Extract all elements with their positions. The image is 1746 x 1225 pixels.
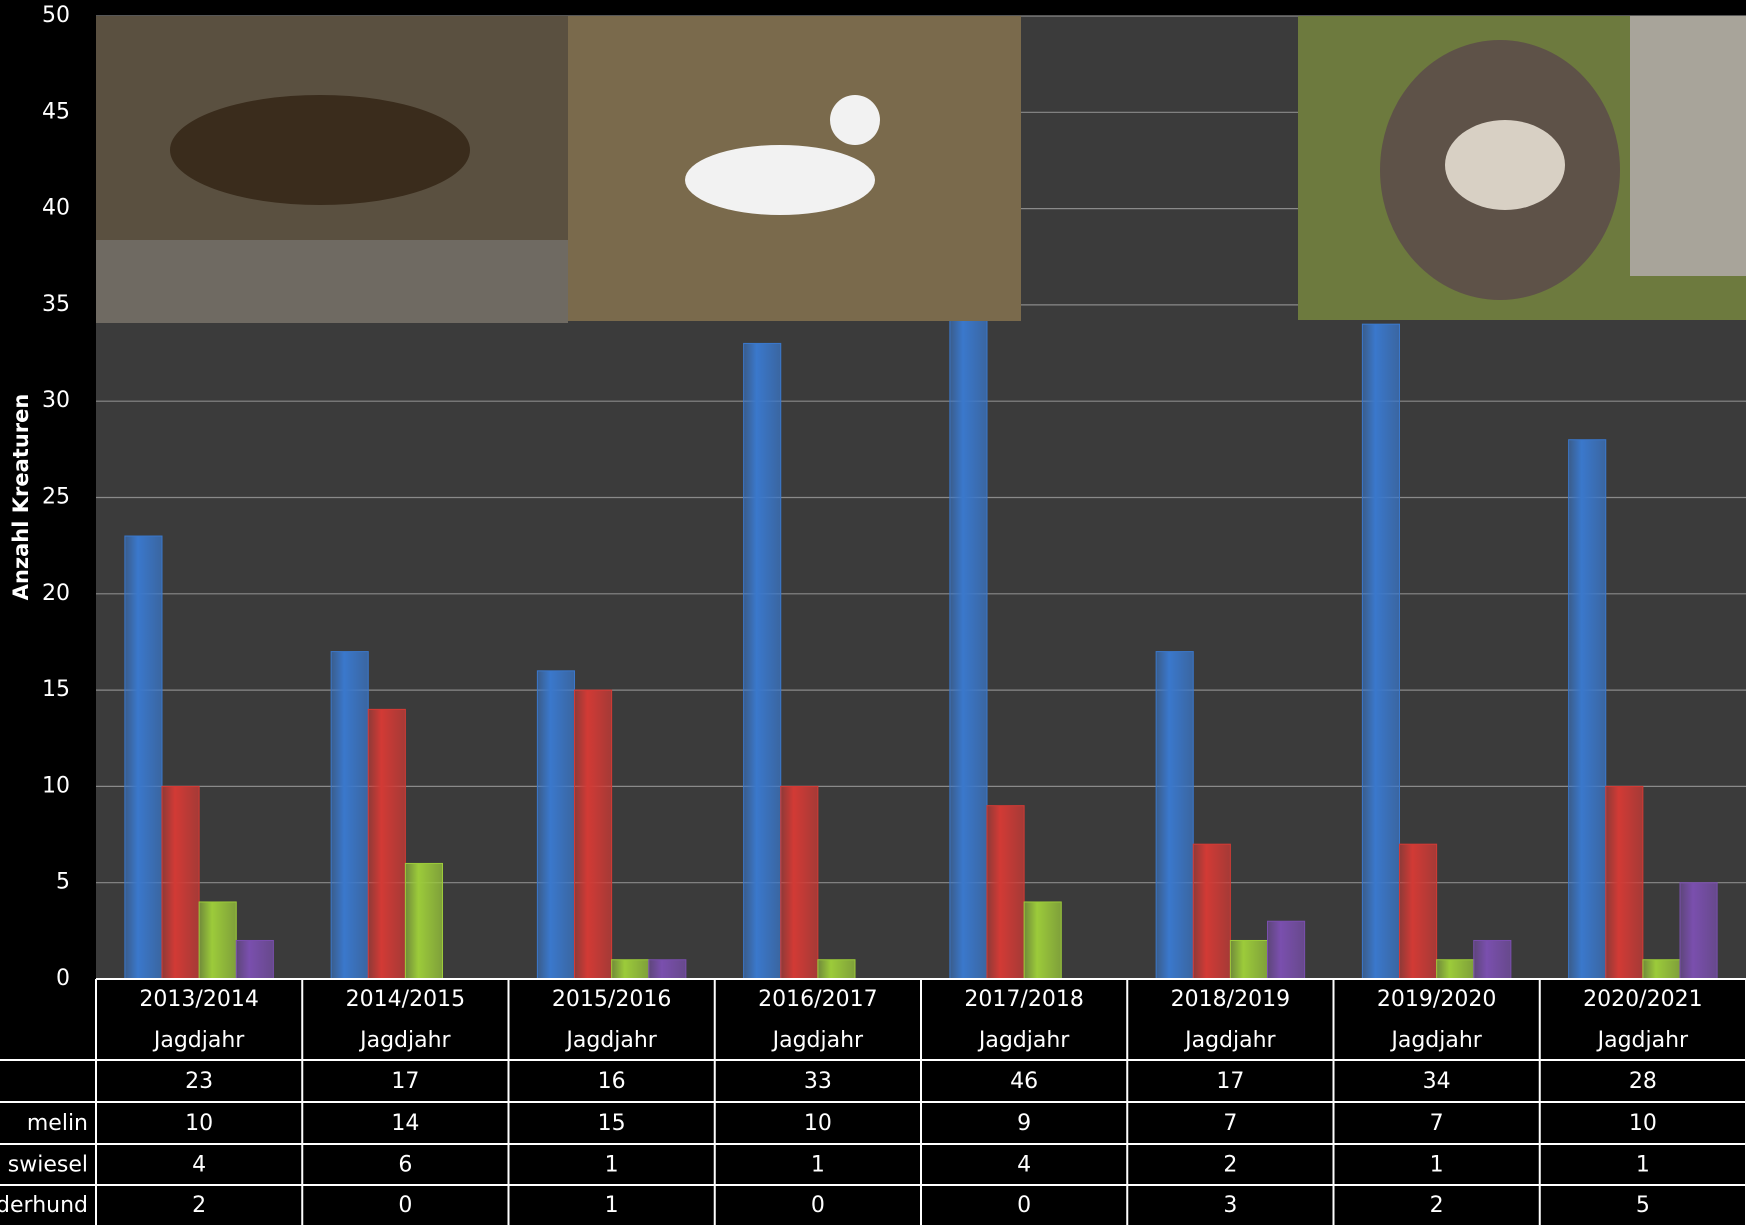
table-value: 5 (1636, 1193, 1650, 1218)
bar (575, 690, 612, 979)
y-tick-label: 45 (42, 99, 70, 124)
bar (368, 709, 405, 979)
x-tick-sublabel: Jagdjahr (1596, 1028, 1689, 1053)
table-value: 17 (391, 1069, 419, 1094)
table-value: 10 (804, 1111, 832, 1136)
bar (199, 902, 236, 979)
bar (987, 806, 1024, 979)
bar (1024, 902, 1061, 979)
table-value: 1 (1430, 1153, 1444, 1178)
x-tick-label: 2020/2021 (1583, 987, 1702, 1012)
bar (236, 940, 273, 979)
table-value: 1 (605, 1193, 619, 1218)
bar (1268, 921, 1305, 979)
table-value: 6 (398, 1153, 412, 1178)
table-value: 34 (1423, 1069, 1451, 1094)
y-tick-label: 50 (42, 3, 70, 28)
bar (162, 786, 199, 979)
bar (1474, 940, 1511, 979)
table-value: 0 (1017, 1193, 1031, 1218)
y-tick-label: 10 (42, 773, 70, 798)
table-value: 16 (598, 1069, 626, 1094)
table-value: 4 (192, 1153, 206, 1178)
bar (1193, 844, 1230, 979)
table-value: 7 (1223, 1111, 1237, 1136)
x-tick-label: 2017/2018 (964, 987, 1083, 1012)
y-tick-label: 35 (42, 292, 70, 317)
x-tick-label: 2015/2016 (552, 987, 671, 1012)
bar (818, 960, 855, 979)
y-tick-label: 30 (42, 388, 70, 413)
table-value: 0 (811, 1193, 825, 1218)
x-tick-sublabel: Jagdjahr (564, 1028, 657, 1053)
table-value: 28 (1629, 1069, 1657, 1094)
x-tick-sublabel: Jagdjahr (1183, 1028, 1276, 1053)
legend-label: swiesel (8, 1153, 88, 1178)
table-value: 15 (598, 1111, 626, 1136)
bar (1643, 960, 1680, 979)
x-tick-label: 2018/2019 (1171, 987, 1290, 1012)
table-value: 4 (1017, 1153, 1031, 1178)
table-value: 7 (1430, 1111, 1444, 1136)
bar (612, 960, 649, 979)
table-value: 1 (1636, 1153, 1650, 1178)
y-axis-title: Anzahl Kreaturen (9, 394, 33, 601)
x-tick-label: 2013/2014 (139, 987, 258, 1012)
y-tick-label: 20 (42, 581, 70, 606)
table-value: 33 (804, 1069, 832, 1094)
photo-raccoon-dog (1298, 16, 1746, 320)
table-value: 2 (192, 1193, 206, 1218)
table-value: 0 (398, 1193, 412, 1218)
table-value: 2 (1223, 1153, 1237, 1178)
table-value: 10 (185, 1111, 213, 1136)
table-value: 3 (1223, 1193, 1237, 1218)
legend-label: derhund (0, 1193, 88, 1218)
bar (1437, 960, 1474, 979)
table-value: 23 (185, 1069, 213, 1094)
bar (744, 343, 781, 979)
table-value: 2 (1430, 1193, 1444, 1218)
bar (1156, 652, 1193, 979)
y-tick-label: 25 (42, 485, 70, 510)
bar (125, 536, 162, 979)
bar (1606, 786, 1643, 979)
bar (1362, 324, 1399, 979)
x-tick-label: 2016/2017 (758, 987, 877, 1012)
table-value: 17 (1216, 1069, 1244, 1094)
x-tick-sublabel: Jagdjahr (977, 1028, 1070, 1053)
x-tick-sublabel: Jagdjahr (358, 1028, 451, 1053)
photo-stoat (568, 16, 1021, 321)
bar (781, 786, 818, 979)
x-tick-label: 2014/2015 (346, 987, 465, 1012)
x-tick-sublabel: Jagdjahr (152, 1028, 245, 1053)
table-value: 1 (605, 1153, 619, 1178)
chart: Anzahl Kreaturen 2013/2014Jagdjahr231042… (0, 0, 1746, 1225)
bar (537, 671, 574, 979)
bar (405, 863, 442, 979)
x-tick-sublabel: Jagdjahr (1389, 1028, 1482, 1053)
x-tick-label: 2019/2020 (1377, 987, 1496, 1012)
y-tick-label: 15 (42, 677, 70, 702)
legend-label: melin (27, 1111, 88, 1136)
bar (1400, 844, 1437, 979)
table-value: 46 (1010, 1069, 1038, 1094)
bar (1230, 940, 1267, 979)
table-value: 9 (1017, 1111, 1031, 1136)
bar (1569, 440, 1606, 979)
y-tick-label: 5 (56, 870, 70, 895)
x-tick-sublabel: Jagdjahr (771, 1028, 864, 1053)
table-value: 1 (811, 1153, 825, 1178)
bar (649, 960, 686, 979)
photo-polecat (96, 16, 568, 323)
table-value: 14 (391, 1111, 419, 1136)
y-tick-label: 0 (56, 966, 70, 991)
bar (1680, 883, 1717, 979)
y-tick-label: 40 (42, 196, 70, 221)
table-value: 10 (1629, 1111, 1657, 1136)
bar (331, 652, 368, 979)
